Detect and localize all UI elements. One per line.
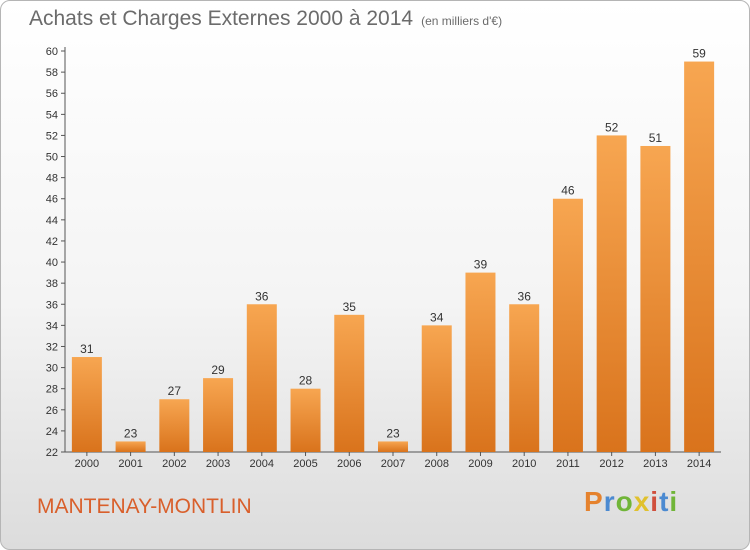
y-tick-label: 38	[46, 278, 58, 290]
x-tick-label: 2004	[250, 458, 274, 470]
y-tick-label: 52	[46, 130, 58, 142]
y-tick-label: 50	[46, 152, 58, 164]
y-tick-label: 22	[46, 447, 58, 459]
x-tick-label: 2009	[468, 458, 492, 470]
bar-2006	[334, 314, 365, 452]
bar-2002	[159, 399, 190, 452]
y-tick-label: 56	[46, 88, 58, 100]
x-tick-label: 2000	[75, 458, 99, 470]
bar-2010	[509, 304, 540, 452]
x-tick-label: 2003	[206, 458, 230, 470]
x-tick-label: 2001	[118, 458, 142, 470]
x-tick-label: 2006	[337, 458, 361, 470]
y-tick-label: 32	[46, 341, 58, 353]
title-text: Achats et Charges Externes 2000 à 2014	[29, 7, 414, 30]
data-label: 35	[343, 300, 357, 314]
bar-2012	[596, 135, 627, 452]
x-tick-label: 2010	[512, 458, 536, 470]
bar-2009	[465, 272, 496, 452]
x-tick-label: 2011	[556, 458, 580, 470]
commune-name: MANTENAY-MONTLIN	[37, 495, 252, 518]
bar-2007	[378, 441, 408, 452]
data-label: 31	[80, 342, 94, 356]
y-tick-label: 24	[46, 426, 58, 438]
x-tick-label: 2007	[381, 458, 405, 470]
data-label: 39	[474, 258, 488, 272]
proxiti-logo: Proxiti	[584, 486, 679, 517]
data-label: 34	[430, 310, 444, 324]
y-tick-label: 30	[46, 363, 58, 375]
y-tick-label: 34	[46, 320, 58, 332]
x-tick-label: 2002	[162, 458, 186, 470]
y-tick-label: 26	[46, 405, 58, 417]
x-tick-label: 2005	[293, 458, 317, 470]
data-label: 52	[605, 120, 619, 134]
data-label: 23	[386, 426, 400, 440]
data-label: 46	[561, 184, 575, 198]
bar-2013	[640, 145, 671, 452]
x-tick-label: 2012	[599, 458, 623, 470]
y-tick-label: 28	[46, 384, 58, 396]
y-tick-label: 60	[46, 46, 58, 58]
data-label: 28	[299, 374, 313, 388]
y-tick-label: 42	[46, 236, 58, 248]
data-label: 59	[692, 47, 706, 61]
data-label: 27	[168, 384, 182, 398]
bar-2003	[203, 378, 234, 452]
bar-2004	[246, 304, 277, 452]
y-tick-label: 48	[46, 173, 58, 185]
data-label: 23	[124, 426, 138, 440]
bar-2000	[71, 357, 102, 452]
bar-2005	[290, 388, 321, 452]
y-tick-label: 58	[46, 67, 58, 79]
bar-2011	[552, 198, 583, 452]
data-label: 36	[255, 289, 269, 303]
data-label: 29	[211, 363, 225, 377]
y-tick-label: 36	[46, 299, 58, 311]
x-tick-label: 2014	[687, 458, 711, 470]
y-tick-label: 44	[46, 215, 58, 227]
data-label: 36	[518, 289, 532, 303]
x-tick-label: 2008	[424, 458, 448, 470]
bar-2014	[684, 61, 715, 452]
y-tick-label: 46	[46, 194, 58, 206]
y-tick-label: 40	[46, 257, 58, 269]
x-tick-label: 2013	[643, 458, 667, 470]
unit-label: (en milliers d'€)	[421, 14, 503, 28]
bar-2001	[115, 441, 146, 452]
y-tick-label: 54	[46, 109, 58, 121]
chart-title: Achats et Charges Externes 2000 à 2014 (e…	[29, 7, 502, 31]
bar-2008	[421, 325, 452, 452]
data-label: 51	[649, 131, 663, 145]
